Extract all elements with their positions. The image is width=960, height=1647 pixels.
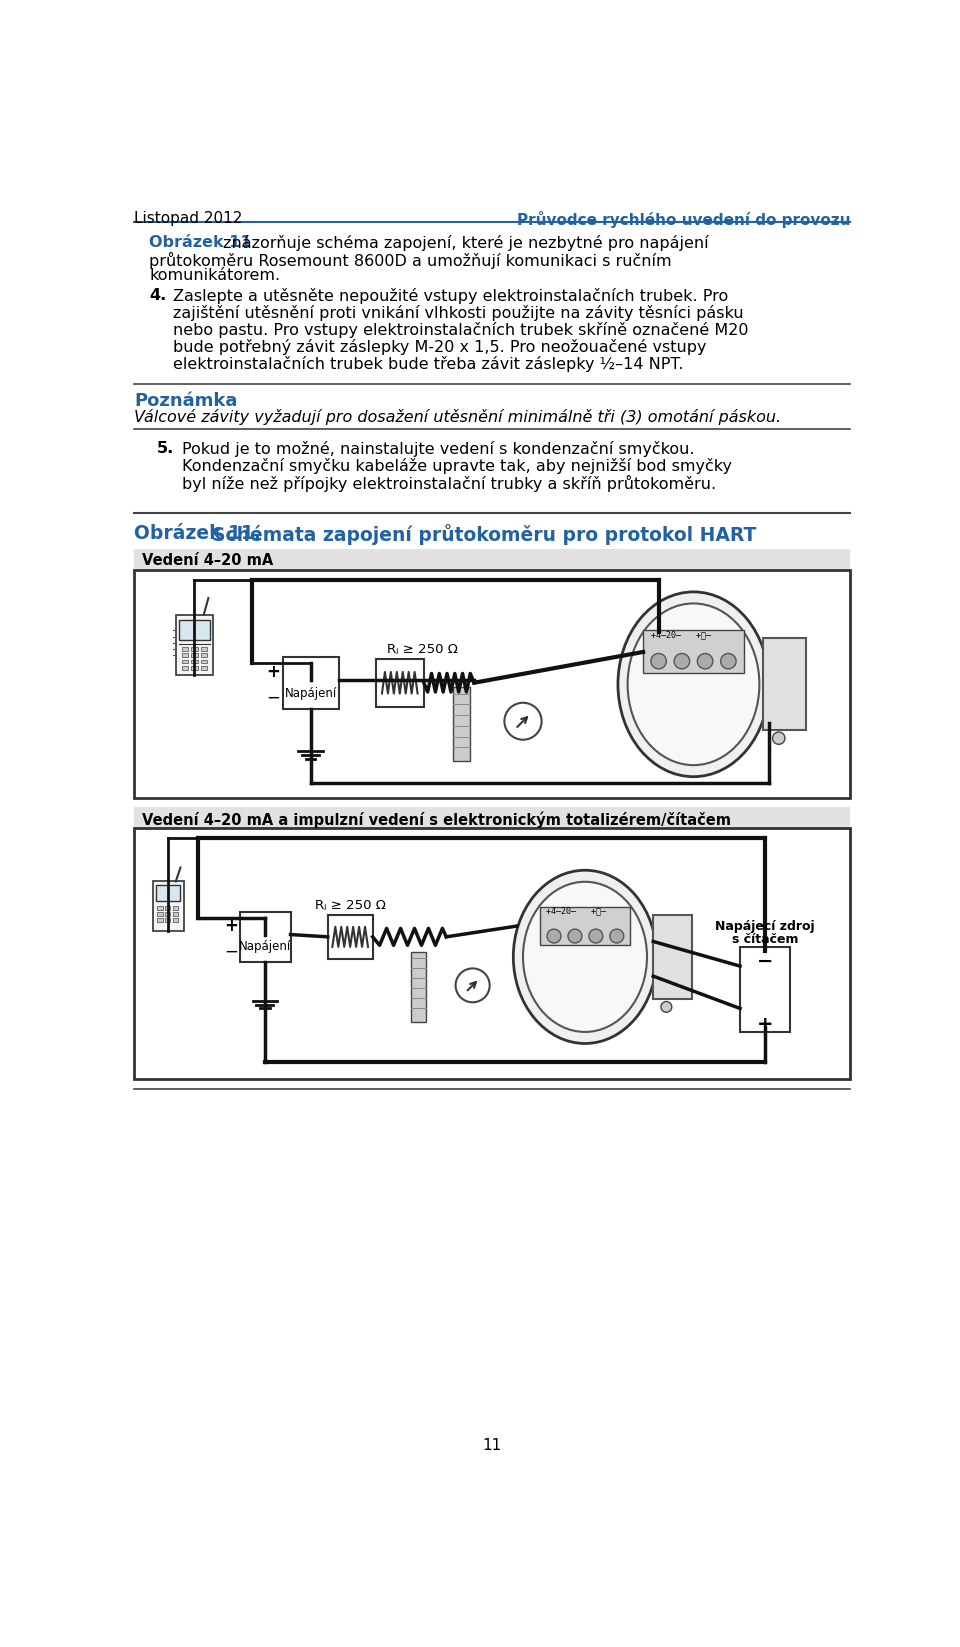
Circle shape — [674, 654, 689, 669]
Bar — [453, 687, 470, 761]
Bar — [763, 637, 805, 731]
Text: 11: 11 — [482, 1438, 502, 1453]
Bar — [653, 914, 692, 1000]
Bar — [173, 906, 179, 909]
Circle shape — [504, 703, 541, 740]
Text: zajištění utěsnění proti vnikání vlhkosti použijte na závity těsníci pásku: zajištění utěsnění proti vnikání vlhkost… — [173, 305, 743, 321]
Text: Obrázek 11.: Obrázek 11. — [134, 524, 261, 544]
Bar — [182, 654, 188, 657]
Text: −: − — [267, 688, 280, 707]
Bar — [740, 947, 790, 1031]
Bar — [165, 906, 170, 909]
Text: Zaslepte a utěsněte nepoužité vstupy elektroinstalačních trubek. Pro: Zaslepte a utěsněte nepoužité vstupy ele… — [173, 288, 728, 305]
Text: Pokud je to možné, nainstalujte vedení s kondenzační smyčkou.: Pokud je to možné, nainstalujte vedení s… — [182, 441, 694, 456]
Bar — [173, 912, 179, 916]
Bar — [191, 665, 198, 670]
Bar — [182, 660, 188, 664]
Circle shape — [588, 929, 603, 944]
Bar — [157, 919, 162, 922]
Circle shape — [610, 929, 624, 944]
Bar — [182, 647, 188, 651]
Circle shape — [660, 1001, 672, 1013]
Bar — [153, 881, 183, 932]
Circle shape — [651, 654, 666, 669]
Bar — [182, 665, 188, 670]
Text: +4–20–   +⍾–: +4–20– +⍾– — [651, 631, 710, 639]
Ellipse shape — [618, 591, 769, 777]
Bar — [134, 570, 850, 799]
Bar — [201, 665, 206, 670]
Bar — [201, 654, 206, 657]
Text: −: − — [756, 952, 773, 970]
Circle shape — [773, 731, 785, 744]
Bar — [191, 654, 198, 657]
Text: znázorňuje schéma zapojení, které je nezbytné pro napájení: znázorňuje schéma zapojení, které je nez… — [218, 234, 708, 250]
Text: Vedení 4–20 mA: Vedení 4–20 mA — [142, 553, 273, 568]
Text: s čítačem: s čítačem — [732, 932, 798, 945]
Text: 4.: 4. — [150, 288, 167, 303]
Bar — [134, 548, 850, 568]
Bar — [134, 827, 850, 1079]
Bar — [157, 906, 162, 909]
Text: Napájení: Napájení — [239, 940, 291, 954]
Text: +4–20–   +⍾–: +4–20– +⍾– — [546, 907, 607, 916]
Text: průtokoměru Rosemount 8600D a umožňují komunikaci s ručním: průtokoměru Rosemount 8600D a umožňují k… — [150, 252, 672, 268]
Bar — [176, 614, 213, 675]
Text: nebo pastu. Pro vstupy elektroinstalačních trubek skříně označené M20: nebo pastu. Pro vstupy elektroinstalační… — [173, 323, 748, 338]
Text: byl níže než přípojky elektroinstalační trubky a skříň průtokoměru.: byl níže než přípojky elektroinstalační … — [182, 474, 716, 492]
Text: Poznámka: Poznámka — [134, 392, 237, 410]
Bar — [165, 919, 170, 922]
Text: Schémata zapojení průtokoměru pro protokol HART: Schémata zapojení průtokoměru pro protok… — [199, 524, 756, 545]
Circle shape — [547, 929, 561, 944]
Text: bude potřebný závit záslepky M-20 x 1,5. Pro neožouačené vstupy: bude potřebný závit záslepky M-20 x 1,5.… — [173, 339, 707, 356]
Bar — [375, 659, 423, 707]
Text: Napájení: Napájení — [284, 687, 337, 700]
Text: Rⱼ ≥ 250 Ω: Rⱼ ≥ 250 Ω — [387, 644, 458, 657]
Bar — [240, 912, 291, 962]
Circle shape — [568, 929, 582, 944]
Circle shape — [456, 968, 490, 1003]
Ellipse shape — [523, 881, 647, 1033]
Text: elektroinstalačních trubek bude třeba závit záslepky ½–14 NPT.: elektroinstalačních trubek bude třeba zá… — [173, 356, 684, 372]
Circle shape — [721, 654, 736, 669]
Ellipse shape — [628, 603, 759, 766]
Text: komunikátorem.: komunikátorem. — [150, 268, 280, 283]
Text: 5.: 5. — [157, 441, 175, 456]
Bar — [643, 631, 744, 672]
Text: Napájecí zdroj: Napájecí zdroj — [715, 921, 815, 932]
Bar — [134, 807, 850, 827]
Bar — [201, 647, 206, 651]
Bar — [411, 952, 426, 1021]
Text: +: + — [756, 1015, 773, 1034]
Ellipse shape — [514, 870, 657, 1044]
Bar — [327, 914, 372, 959]
Bar — [540, 907, 630, 945]
Text: +: + — [224, 917, 238, 935]
Bar — [157, 912, 162, 916]
Bar — [179, 619, 210, 639]
Text: Kondenzační smyčku kabeláže upravte tak, aby nejnižší bod smyčky: Kondenzační smyčku kabeláže upravte tak,… — [182, 458, 732, 474]
Circle shape — [697, 654, 713, 669]
Bar — [283, 657, 339, 708]
Bar — [165, 912, 170, 916]
Bar — [201, 660, 206, 664]
Bar — [191, 660, 198, 664]
Text: Vedení 4–20 mA a impulzní vedení s elektronickým totalizérem/čítačem: Vedení 4–20 mA a impulzní vedení s elekt… — [142, 812, 731, 828]
Text: −: − — [224, 944, 238, 960]
Text: +: + — [267, 662, 280, 680]
Text: Rⱼ ≥ 250 Ω: Rⱼ ≥ 250 Ω — [315, 899, 386, 912]
Bar — [191, 647, 198, 651]
Bar — [173, 919, 179, 922]
Text: Průvodce rychlého uvedení do provozu: Průvodce rychlého uvedení do provozu — [516, 211, 850, 229]
Text: Listopad 2012: Listopad 2012 — [134, 211, 242, 227]
Bar — [156, 884, 180, 901]
Text: Obrázek 11: Obrázek 11 — [150, 234, 252, 250]
Text: Válcové závity vyžadují pro dosažení utěsnění minimálně tři (3) omotání páskou.: Válcové závity vyžadují pro dosažení utě… — [134, 408, 781, 425]
